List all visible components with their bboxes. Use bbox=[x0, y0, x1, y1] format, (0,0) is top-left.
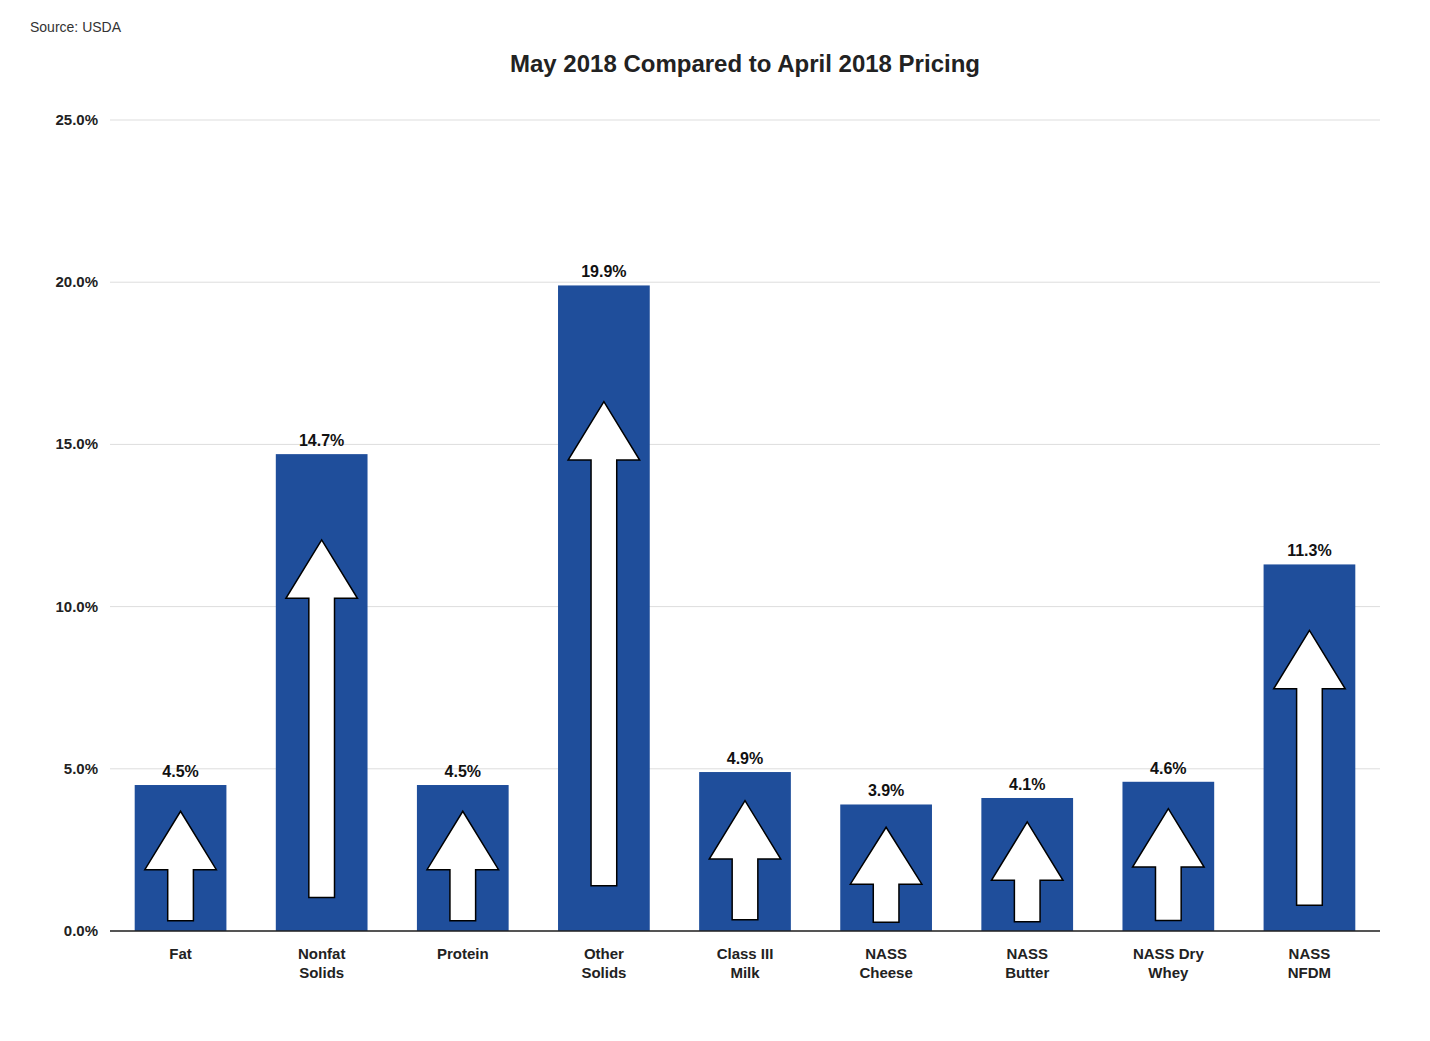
grid-line bbox=[110, 120, 1380, 121]
bar-arrow bbox=[145, 811, 217, 920]
bar-arrow bbox=[568, 402, 640, 886]
y-tick-label: 5.0% bbox=[64, 760, 98, 777]
bar-arrow bbox=[709, 801, 781, 920]
y-tick-label: 25.0% bbox=[55, 111, 98, 128]
bar bbox=[1122, 782, 1214, 931]
data-label: 4.9% bbox=[727, 750, 763, 767]
bar-arrow bbox=[286, 540, 358, 898]
data-label: 14.7% bbox=[299, 432, 344, 449]
data-label: 4.5% bbox=[162, 763, 198, 780]
bars bbox=[135, 285, 1356, 931]
data-label: 11.3% bbox=[1287, 542, 1331, 559]
bar bbox=[1264, 564, 1356, 931]
bar bbox=[981, 798, 1073, 931]
bar-arrow bbox=[1274, 630, 1346, 905]
bar bbox=[276, 454, 368, 931]
y-tick-label: 10.0% bbox=[55, 598, 98, 615]
bar-arrow bbox=[427, 811, 499, 920]
data-label: 4.1% bbox=[1009, 776, 1045, 793]
y-tick-label: 20.0% bbox=[55, 273, 98, 290]
x-tick-label: OtherSolids bbox=[581, 945, 626, 981]
bar-arrow bbox=[991, 822, 1063, 922]
x-tick-label: NASSButter bbox=[1005, 945, 1049, 981]
chart: May 2018 Compared to April 2018 Pricing S… bbox=[0, 0, 1430, 1041]
x-tick-label: NASSNFDM bbox=[1288, 945, 1331, 981]
x-tick-label: NASSCheese bbox=[859, 945, 912, 981]
bar-arrow bbox=[850, 827, 922, 922]
data-label: 3.9% bbox=[868, 782, 904, 799]
bar bbox=[135, 785, 227, 931]
data-label: 4.6% bbox=[1150, 760, 1186, 777]
grid-line bbox=[110, 282, 1380, 283]
x-tick-label: NonfatSolids bbox=[298, 945, 346, 981]
source-note: Source: USDA bbox=[30, 19, 122, 35]
x-tick-label: Class IIIMilk bbox=[717, 945, 774, 981]
x-axis-line bbox=[110, 930, 1380, 932]
grid bbox=[110, 120, 1380, 931]
grid-line bbox=[110, 931, 1380, 932]
x-tick-label: Protein bbox=[437, 945, 489, 962]
bar bbox=[558, 285, 650, 931]
y-tick-label: 15.0% bbox=[55, 435, 98, 452]
bar-arrow bbox=[1133, 809, 1205, 921]
y-tick-label: 0.0% bbox=[64, 922, 98, 939]
x-tick-label: Fat bbox=[169, 945, 192, 962]
data-label: 4.5% bbox=[445, 763, 481, 780]
x-tick-label: NASS DryWhey bbox=[1133, 945, 1205, 981]
data-label: 19.9% bbox=[581, 263, 626, 280]
title: May 2018 Compared to April 2018 Pricing bbox=[510, 50, 980, 77]
bar bbox=[699, 772, 791, 931]
bar bbox=[840, 804, 932, 931]
bar bbox=[417, 785, 509, 931]
